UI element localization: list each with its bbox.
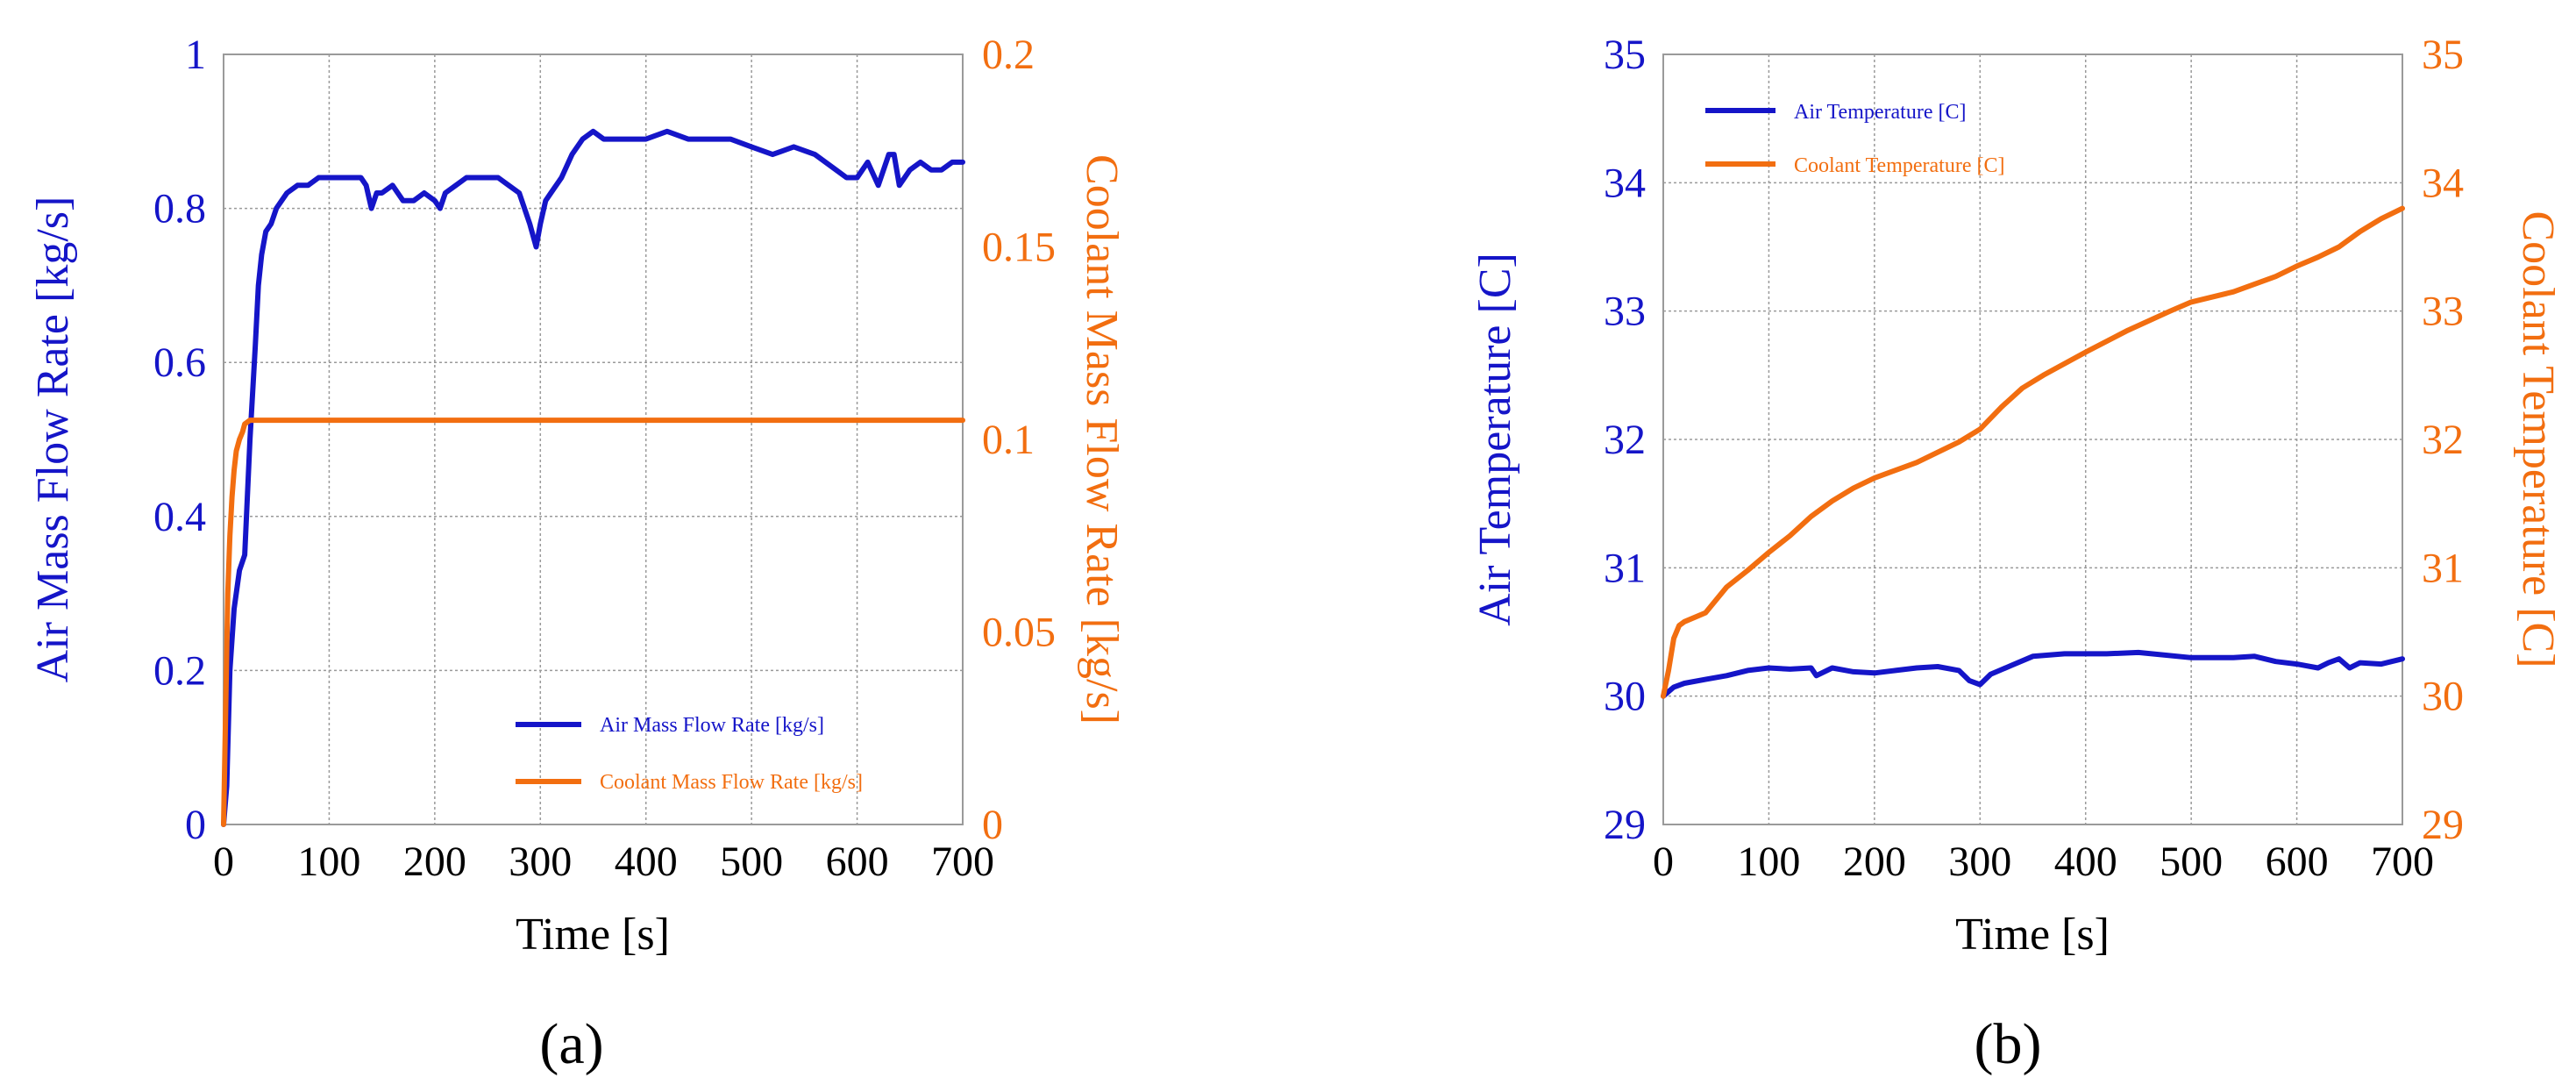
chart-a-y-tick-label-left: 0.8 [153, 186, 206, 232]
legend-label-air-mass-flow: Air Mass Flow Rate [kg/s] [600, 714, 824, 737]
legend-label-coolant-temperature: Coolant Temperature [C] [1794, 154, 2004, 177]
panel-label-b: (b) [1975, 1012, 2042, 1076]
chart-a-x-tick-label: 0 [213, 839, 234, 885]
chart-a-x-tick-label: 600 [826, 839, 889, 885]
chart-a-series [221, 128, 965, 827]
chart-a-x-tick-label: 500 [720, 839, 783, 885]
chart-b-x-axis-label: Time [s] [1955, 910, 2110, 960]
chart-b-y-tick-label-right: 30 [2422, 674, 2464, 720]
chart-a-x-tick-label: 100 [297, 839, 360, 885]
chart-a-x-tick-label: 200 [403, 839, 466, 885]
chart-a-x-axis-label: Time [s] [516, 910, 670, 960]
chart-a-x-tick-label: 300 [509, 839, 572, 885]
chart-b-y-tick-label-left: 35 [1604, 32, 1646, 78]
series-line-coolant-temperature [1661, 205, 2405, 699]
chart-b-legend: Air Temperature [C] Coolant Temperature … [1705, 101, 2004, 177]
chart-a-gridlines [224, 54, 963, 824]
chart-panel-b: 0 100 200 300 400 500 600 700 29 30 31 32 33 34 35 29… [1470, 32, 2563, 1076]
chart-a-y-axis-label-left: Air Mass Flow Rate [kg/s] [28, 196, 78, 683]
series-line-coolant-mass-flow-rate [221, 418, 965, 827]
chart-b-gridlines [1663, 54, 2402, 824]
chart-a-y-ticks-left: 0 0.2 0.4 0.6 0.8 1 [153, 32, 206, 848]
chart-b-y-tick-label-right: 33 [2422, 289, 2464, 335]
chart-b-y-tick-label-left: 34 [1604, 160, 1646, 206]
chart-b-y-axis-label-left: Air Temperature [C] [1470, 253, 1520, 626]
chart-b-y-axis-label-right: Coolant Temperature [C] [2513, 211, 2563, 667]
chart-b-y-tick-label-left: 31 [1604, 545, 1646, 591]
chart-a-x-tick-label: 700 [931, 839, 994, 885]
chart-a-y-ticks-right: 0 0.05 0.1 0.15 0.2 [982, 32, 1056, 848]
legend-label-coolant-mass-flow: Coolant Mass Flow Rate [kg/s] [600, 771, 863, 794]
chart-b-y-tick-label-right: 32 [2422, 417, 2464, 463]
chart-a-legend: Air Mass Flow Rate [kg/s] Coolant Mass F… [516, 714, 863, 794]
chart-a-y-tick-label-left: 0.6 [153, 339, 206, 386]
chart-b-series [1661, 205, 2405, 699]
legend-label-air-temperature: Air Temperature [C] [1794, 101, 1966, 124]
chart-panel-a: 0 100 200 300 400 500 600 700 00.20.40.60.81 00… [28, 32, 1127, 1076]
chart-a-y-tick-label-left: 0.2 [153, 647, 206, 694]
chart-b-y-tick-label-left: 29 [1604, 802, 1646, 848]
chart-b-x-tick-label: 600 [2266, 839, 2329, 885]
chart-a-y-tick-label-right: 0.05 [982, 610, 1056, 656]
chart-b-x-tick-label: 200 [1843, 839, 1906, 885]
chart-b-x-tick-label: 100 [1737, 839, 1800, 885]
chart-b-x-tick-label: 700 [2371, 839, 2434, 885]
chart-a-y-tick-label-right: 0.1 [982, 417, 1035, 463]
chart-a-plot-frame [223, 54, 964, 825]
chart-a-y-tick-label-left: 0 [185, 802, 206, 848]
chart-b-x-tick-label: 0 [1653, 839, 1674, 885]
chart-b-x-ticks: 0 100 200 300 400 500 600 700 [1653, 839, 2434, 885]
chart-b-y-tick-label-right: 35 [2422, 32, 2464, 78]
chart-a-y-tick-label-right: 0.2 [982, 32, 1035, 78]
chart-a-y-tick-label-right: 0 [982, 802, 1003, 848]
series-line-air-mass-flow-rate [221, 128, 965, 827]
chart-b-y-tick-label-right: 31 [2422, 545, 2464, 591]
chart-a-y-tick-label-right: 0.15 [982, 225, 1056, 271]
chart-b-y-ticks-right: 29 30 31 32 33 34 35 [2422, 32, 2464, 848]
chart-b-y-ticks-left: 29 30 31 32 33 34 35 [1604, 32, 1646, 848]
chart-a-y-axis-label-right: Coolant Mass Flow Rate [kg/s] [1077, 154, 1127, 724]
chart-a-y-tick-label-left: 1 [185, 32, 206, 78]
chart-a-y-tick-label-left: 0.4 [153, 494, 206, 540]
chart-b-y-tick-label-right: 29 [2422, 802, 2464, 848]
chart-b-plot-frame [1662, 54, 2403, 825]
chart-b-y-tick-label-right: 34 [2422, 160, 2464, 206]
chart-a-x-ticks: 0 100 200 300 400 500 600 700 [213, 839, 994, 885]
chart-a-x-tick-label: 400 [615, 839, 678, 885]
chart-b-y-tick-label-left: 32 [1604, 417, 1646, 463]
chart-b-x-tick-label: 500 [2160, 839, 2223, 885]
panel-label-a: (a) [539, 1012, 603, 1076]
chart-b-x-tick-label: 400 [2054, 839, 2117, 885]
series-line-air-temperature [1661, 649, 2405, 699]
chart-b-y-tick-label-left: 33 [1604, 289, 1646, 335]
chart-b-y-tick-label-left: 30 [1604, 674, 1646, 720]
chart-b-x-tick-label: 300 [1948, 839, 2011, 885]
